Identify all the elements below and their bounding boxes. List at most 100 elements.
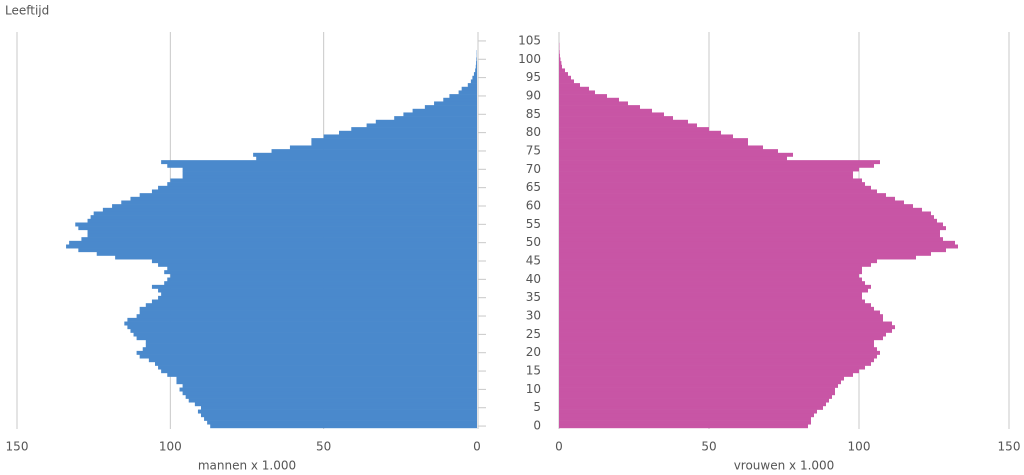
bar	[179, 387, 478, 392]
bar	[130, 328, 477, 333]
bar	[559, 339, 874, 344]
bar	[559, 130, 721, 135]
bar	[182, 174, 477, 179]
bar	[559, 336, 883, 341]
y-axis-label: Leeftijd	[5, 4, 49, 18]
bar	[559, 138, 748, 143]
bar	[559, 108, 652, 113]
bar	[559, 369, 859, 374]
bar	[559, 53, 560, 58]
bar	[170, 273, 478, 278]
bar	[443, 97, 477, 102]
bar	[130, 196, 477, 201]
x-tick-label: 100	[848, 440, 871, 454]
bar	[559, 317, 883, 322]
bar	[559, 189, 877, 194]
bar	[559, 185, 871, 190]
bar	[559, 101, 628, 106]
bar	[559, 420, 811, 425]
bar	[559, 262, 871, 267]
bar	[559, 226, 946, 231]
bar	[559, 79, 574, 84]
bar	[559, 240, 955, 245]
y-tick-label: 105	[518, 33, 541, 47]
bar	[475, 64, 477, 69]
bar	[559, 266, 862, 271]
bar	[559, 405, 823, 410]
bar	[151, 259, 477, 264]
bar	[311, 138, 477, 143]
bar	[139, 193, 477, 198]
bar	[559, 75, 571, 80]
bar	[559, 281, 865, 286]
bar	[210, 424, 477, 429]
x-tick-label: 50	[316, 440, 331, 454]
bar	[559, 156, 787, 161]
bar	[458, 90, 477, 95]
bar	[475, 68, 477, 73]
y-tick-label: 90	[526, 88, 541, 102]
bar	[136, 336, 477, 341]
bar	[559, 365, 865, 370]
bar	[256, 156, 477, 161]
bar	[559, 328, 892, 333]
bar	[559, 251, 931, 256]
bar	[161, 160, 477, 165]
bar	[403, 112, 477, 117]
bar	[559, 178, 862, 183]
bar	[167, 277, 477, 282]
bar	[559, 64, 562, 69]
x-axis-label: mannen x 1.000	[198, 459, 296, 473]
bar	[559, 86, 589, 91]
bar	[559, 332, 886, 337]
bar	[145, 303, 478, 308]
bar	[127, 325, 478, 330]
bar	[167, 372, 477, 377]
bar	[559, 321, 892, 326]
bar	[559, 123, 697, 128]
x-tick-label: 50	[701, 440, 716, 454]
bar	[424, 105, 477, 110]
bar	[559, 145, 763, 150]
bar	[559, 90, 595, 95]
bar	[155, 361, 477, 366]
bar	[158, 262, 478, 267]
bar	[559, 413, 814, 418]
bar	[559, 383, 838, 388]
bar	[167, 266, 477, 271]
bar	[559, 229, 940, 234]
y-tick-label: 45	[526, 254, 541, 268]
y-tick-label: 95	[526, 70, 541, 84]
bar	[158, 288, 478, 293]
bar	[559, 306, 874, 311]
bar	[121, 200, 478, 205]
bar	[559, 398, 829, 403]
y-tick-label: 60	[526, 198, 541, 212]
bar	[559, 149, 778, 154]
bar	[170, 178, 478, 183]
y-tick-label: 5	[533, 400, 541, 414]
bar	[69, 240, 477, 245]
bar	[87, 229, 478, 234]
x-tick-label: 150	[6, 440, 29, 454]
bar	[559, 387, 835, 392]
bar	[559, 160, 880, 165]
bar	[81, 237, 478, 242]
bar	[559, 310, 880, 315]
bar	[559, 174, 853, 179]
bar	[559, 409, 817, 414]
y-tick-label: 0	[533, 419, 541, 433]
bar	[559, 141, 748, 146]
bar	[201, 405, 477, 410]
bar	[158, 185, 478, 190]
bar	[176, 376, 477, 381]
bar	[351, 127, 477, 132]
bar	[127, 317, 478, 322]
bar	[145, 343, 478, 348]
bar	[559, 303, 871, 308]
y-tick-label: 10	[526, 382, 541, 396]
bar	[559, 57, 561, 62]
bar	[136, 350, 477, 355]
bar	[124, 321, 477, 326]
